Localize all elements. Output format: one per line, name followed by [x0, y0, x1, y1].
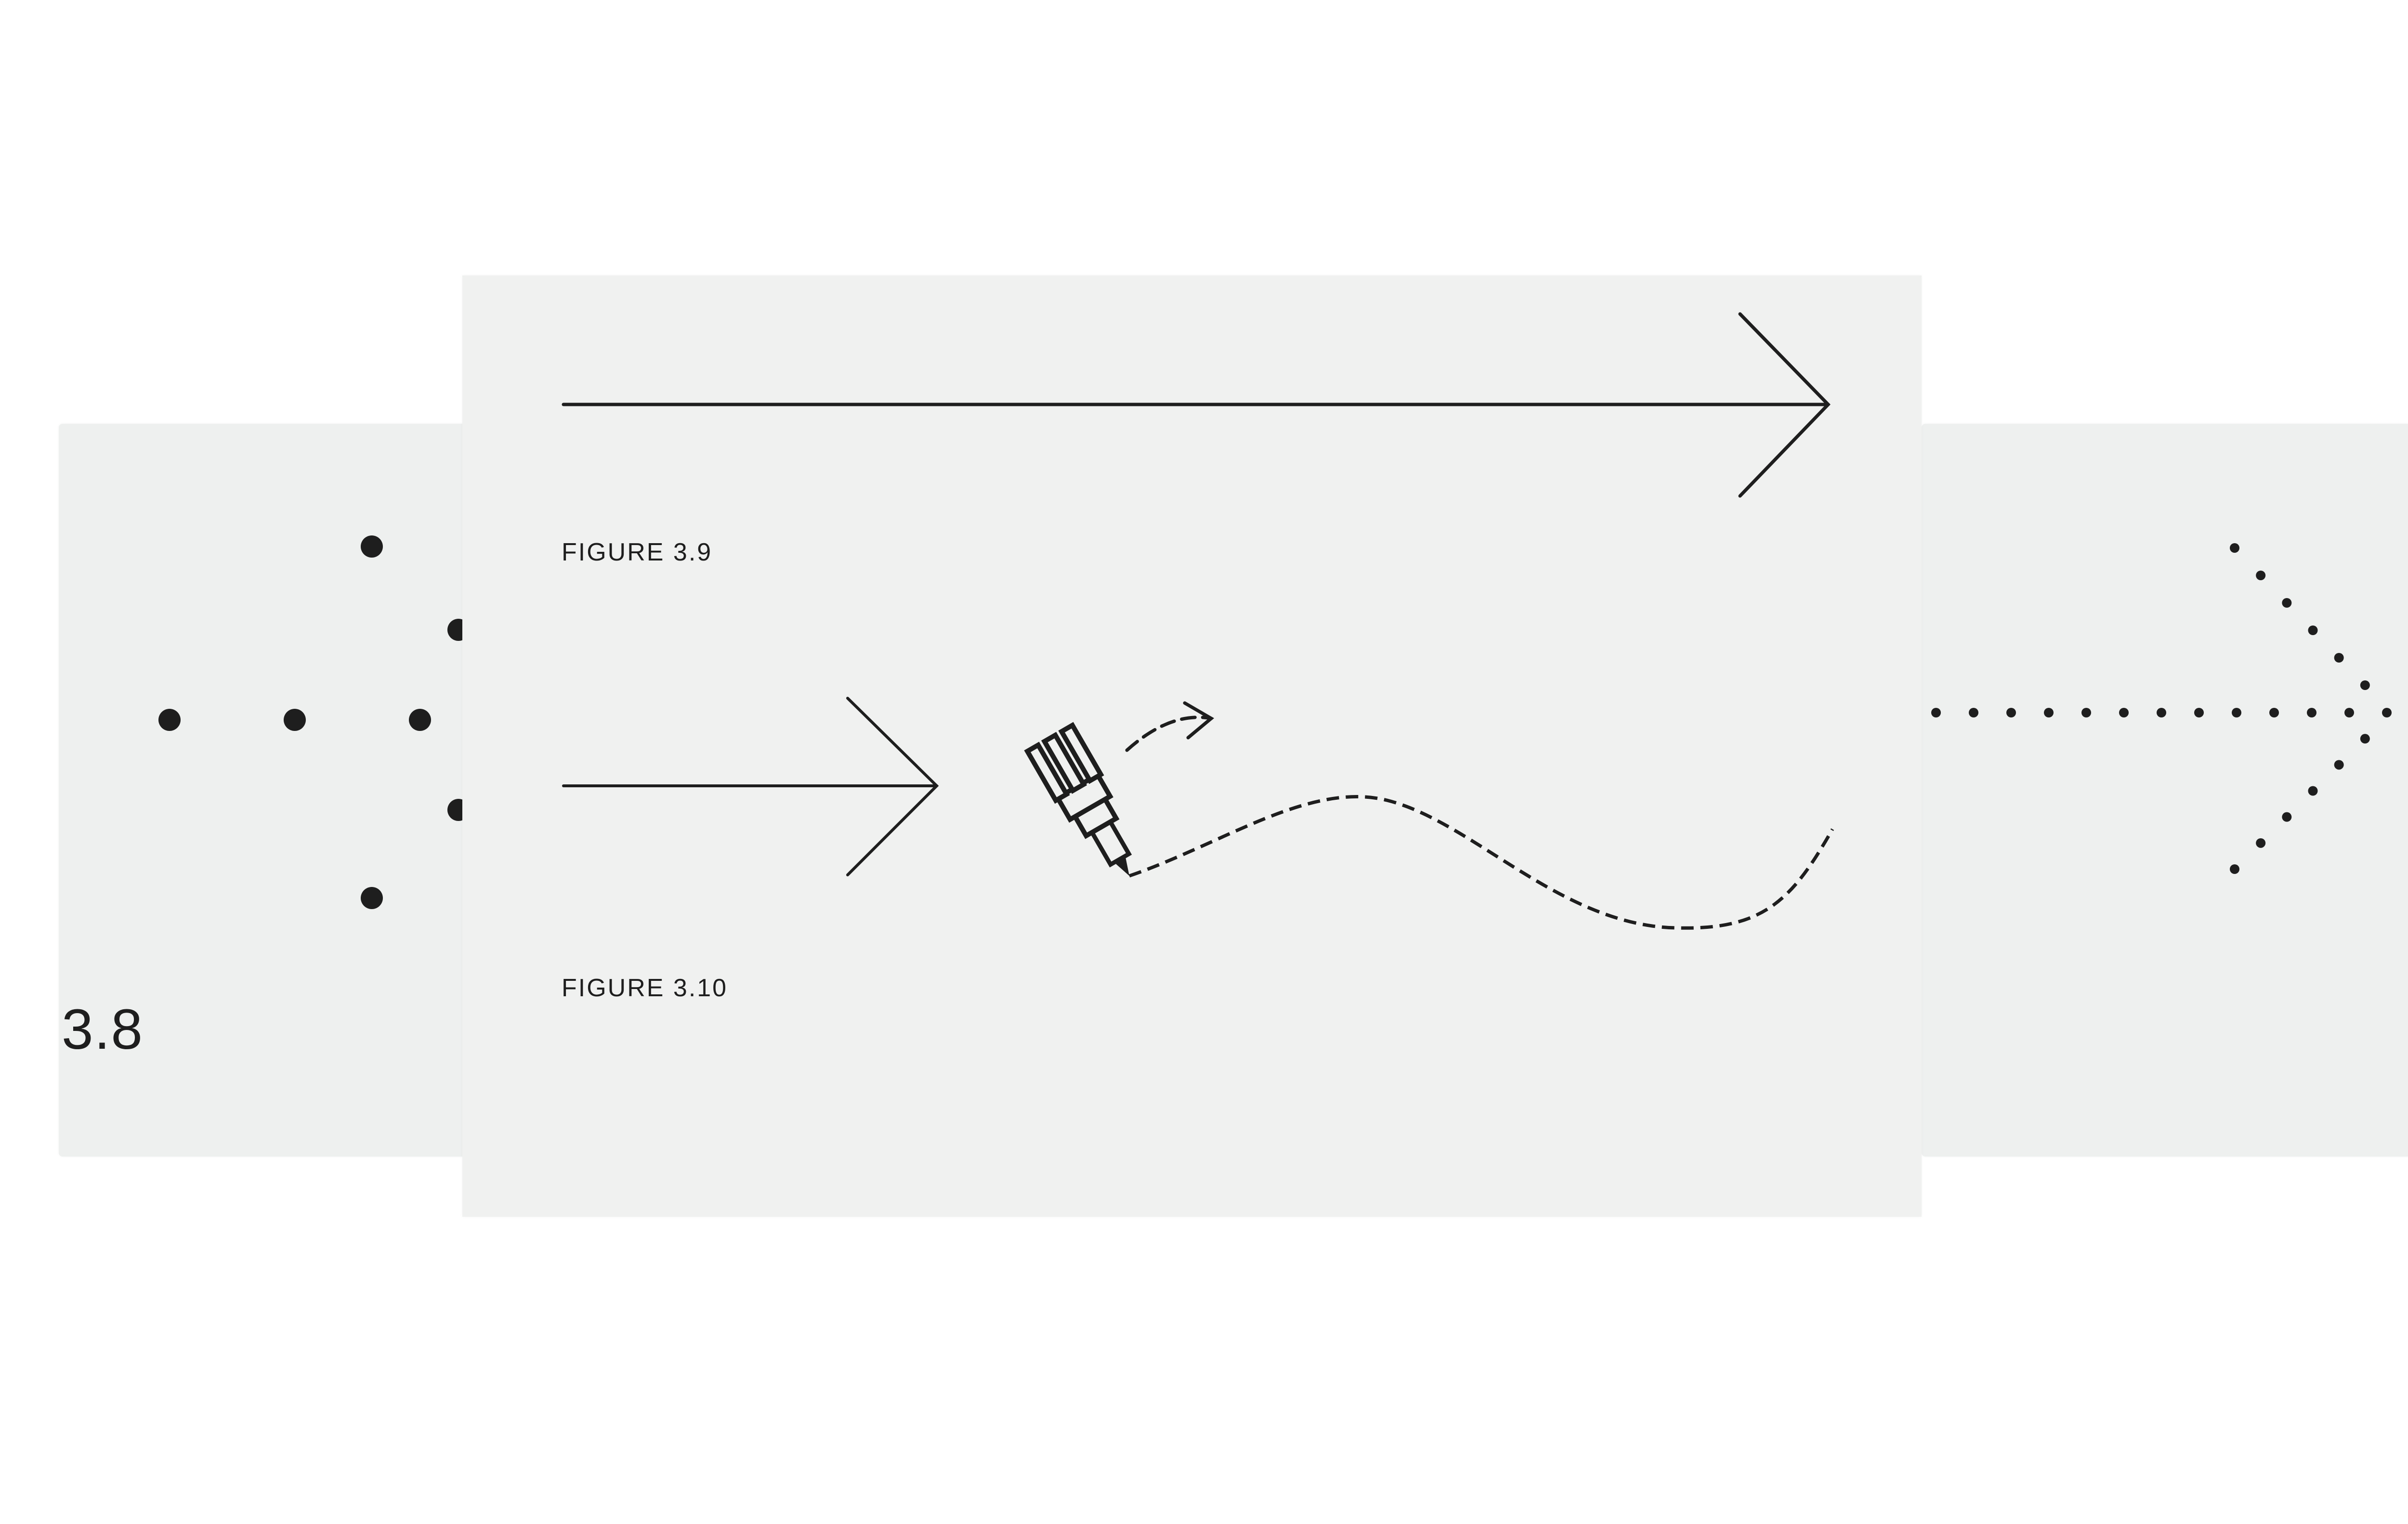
- dot: [2157, 708, 2166, 717]
- short-arrow: [562, 697, 939, 876]
- short-arrow-head: [846, 697, 939, 876]
- dot: [2344, 708, 2354, 717]
- dot: [2334, 653, 2344, 663]
- dot: [2308, 786, 2318, 796]
- dot: [2119, 708, 2129, 717]
- dot: [284, 709, 306, 731]
- long-arrow: [562, 312, 1831, 498]
- dot: [361, 887, 383, 909]
- dot: [409, 709, 431, 731]
- dot: [2334, 760, 2344, 770]
- dotted-arrow-page: [1922, 424, 2408, 1157]
- dotted-arrow-diagram: [1931, 543, 2392, 874]
- arrow-diagrams: [562, 312, 1834, 930]
- dashed-arrow-icon: [1125, 701, 1215, 752]
- figure-3-8-page: 3.8: [59, 424, 540, 1157]
- dot: [2006, 708, 2016, 717]
- dot: [2230, 864, 2239, 874]
- dot: [361, 535, 383, 558]
- dashed-wave-line: [1128, 795, 1834, 930]
- dot: [2256, 838, 2266, 848]
- dot: [2044, 708, 2054, 717]
- dot: [1931, 708, 1941, 717]
- dot: [2232, 708, 2241, 717]
- dot: [2382, 708, 2392, 717]
- dot: [2360, 680, 2370, 690]
- dot: [2194, 708, 2204, 717]
- long-arrow-head: [1738, 312, 1831, 498]
- figures-3-9-3-10-page: FIGURE 3.9 FIGURE 3.10: [462, 275, 1922, 1217]
- figure-3-9-caption: FIGURE 3.9: [562, 538, 713, 566]
- dot: [2256, 571, 2266, 580]
- dot: [2282, 598, 2292, 608]
- dot: [2307, 708, 2316, 717]
- dot: [2230, 543, 2239, 553]
- figure-3-10-caption: FIGURE 3.10: [562, 974, 728, 1002]
- dot: [158, 709, 181, 731]
- dot: [2282, 812, 2292, 822]
- dot: [1969, 708, 1978, 717]
- dot: [2269, 708, 2279, 717]
- dot: [2360, 734, 2370, 744]
- figure-3-8-label: 3.8: [62, 998, 144, 1061]
- dot: [2081, 708, 2091, 717]
- pen-icon: [1024, 722, 1132, 876]
- dot: [2308, 625, 2318, 635]
